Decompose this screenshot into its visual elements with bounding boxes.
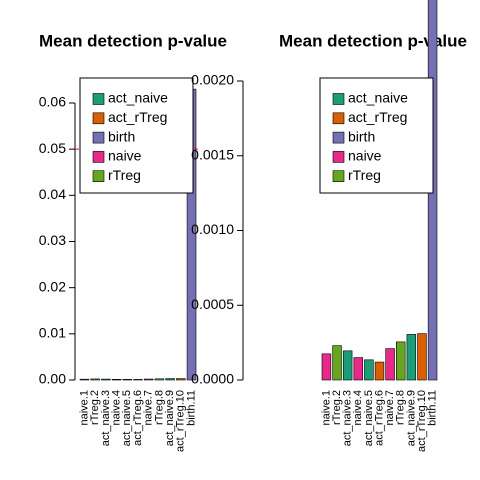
chart-title: Mean detection p-value xyxy=(279,31,467,50)
legend-label: naive xyxy=(108,148,142,164)
x-tick-label: naive.7 xyxy=(143,390,155,425)
bar xyxy=(90,378,100,381)
x-tick-label: act_naive.3 xyxy=(342,390,354,446)
legend-label: act_naive xyxy=(108,90,168,106)
bar xyxy=(176,378,186,381)
x-tick-label: rTreg.8 xyxy=(153,390,165,425)
bar xyxy=(364,359,374,381)
x-tick-label: rTreg.2 xyxy=(331,390,343,425)
legend-label: act_rTreg xyxy=(108,109,167,125)
x-tick-label: act_naive.5 xyxy=(121,390,133,446)
legend-swatch xyxy=(92,112,105,125)
bar xyxy=(332,345,342,381)
legend-label: act_naive xyxy=(348,90,408,106)
x-tick-label: naive.7 xyxy=(384,390,396,425)
legend-swatch xyxy=(92,170,105,182)
x-tick-label: act_rTreg.10 xyxy=(416,390,428,452)
chart-title: Mean detection p-value xyxy=(39,31,227,50)
y-tick-label: 0.01 xyxy=(39,325,66,341)
legend-label: act_rTreg xyxy=(348,109,407,125)
legend-label: birth xyxy=(348,128,375,144)
x-tick-label: act_rTreg.10 xyxy=(175,390,187,452)
legend-label: birth xyxy=(108,128,135,144)
x-tick-label: act_naive.9 xyxy=(164,390,176,446)
bar xyxy=(374,361,385,381)
y-tick-label: 0.0005 xyxy=(191,296,234,312)
y-tick-label: 0.00 xyxy=(39,371,66,387)
x-tick-label: naive.1 xyxy=(78,390,90,425)
bar xyxy=(321,353,332,381)
bar xyxy=(396,341,406,381)
bar xyxy=(165,378,175,381)
bar xyxy=(385,348,395,381)
bars xyxy=(79,88,197,381)
x-tick-label: naive.4 xyxy=(110,390,122,425)
bar xyxy=(79,378,90,381)
legend-label: rTreg xyxy=(348,167,381,183)
bar xyxy=(101,378,111,381)
y-tick-label: 0.0015 xyxy=(191,146,234,162)
x-tick-label: act_rTreg.6 xyxy=(132,390,144,446)
y-tick-label: 0.03 xyxy=(39,232,66,248)
legend-swatch xyxy=(92,151,105,163)
x-tick-label: birth.11 xyxy=(185,390,197,426)
y-tick-label: 0.0000 xyxy=(191,371,234,387)
x-tick-label: birth.11 xyxy=(426,390,438,426)
x-tick-label: rTreg.2 xyxy=(89,390,101,425)
y-tick-label: 0.0020 xyxy=(191,72,234,88)
legend-swatch xyxy=(332,151,345,163)
legend-swatch xyxy=(332,112,345,125)
x-tick-label: rTreg.8 xyxy=(395,390,407,425)
x-tick-label: act_naive.3 xyxy=(100,390,112,446)
bar xyxy=(406,334,417,381)
x-tick-label: act_rTreg.6 xyxy=(373,390,385,446)
x-tick-label: act_naive.5 xyxy=(363,390,375,446)
bar xyxy=(133,379,143,381)
bar xyxy=(154,378,165,381)
bar xyxy=(143,378,154,381)
legend-label: naive xyxy=(348,148,382,164)
legend-label: rTreg xyxy=(108,167,141,183)
legend-swatch xyxy=(332,170,345,182)
legend-swatch xyxy=(332,93,345,105)
y-tick-label: 0.05 xyxy=(39,140,66,156)
y-tick-label: 0.04 xyxy=(39,186,66,202)
y-tick-label: 0.02 xyxy=(39,278,66,294)
bar xyxy=(122,379,133,381)
x-tick-label: naive.4 xyxy=(352,390,364,425)
bar xyxy=(342,350,353,381)
legend-swatch xyxy=(92,93,105,105)
bar xyxy=(353,357,363,381)
legend-swatch xyxy=(92,131,105,144)
x-tick-label: act_naive.9 xyxy=(405,390,417,446)
y-tick-label: 0.0010 xyxy=(191,221,234,237)
bar xyxy=(111,379,122,381)
legend-swatch xyxy=(332,131,345,144)
x-tick-label: naive.1 xyxy=(320,390,332,425)
bar xyxy=(417,333,427,381)
y-tick-label: 0.06 xyxy=(39,94,66,110)
